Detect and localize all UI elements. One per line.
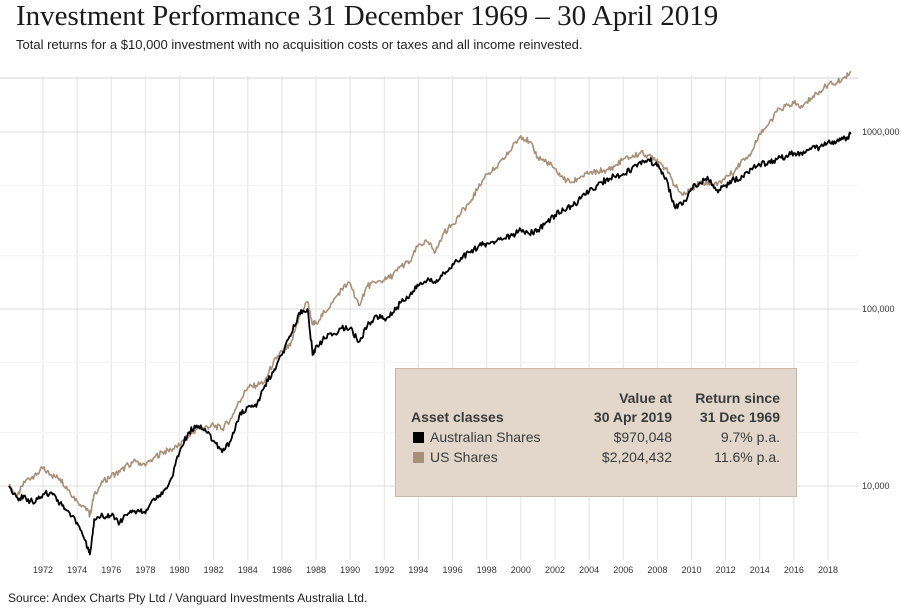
x-tick-label: 1986 xyxy=(272,565,292,575)
legend-row-name: Australian Shares xyxy=(430,429,541,445)
source-note: Source: Andex Charts Pty Ltd / Vanguard … xyxy=(8,591,368,605)
legend-row-name: US Shares xyxy=(430,449,498,465)
x-tick-label: 2000 xyxy=(511,565,531,575)
legend-header-asset-classes: Asset classes xyxy=(411,409,504,425)
x-tick-label: 1998 xyxy=(477,565,497,575)
x-tick-label: 1984 xyxy=(238,565,258,575)
legend-row-return: 11.6% p.a. xyxy=(714,449,780,465)
page-title: Investment Performance 31 December 1969 … xyxy=(16,0,719,32)
x-tick-label: 1972 xyxy=(33,565,53,575)
x-tick-label: 2004 xyxy=(579,565,599,575)
legend-header-return-line1: Return since xyxy=(695,390,780,406)
x-tick-label: 1982 xyxy=(204,565,224,575)
x-tick-label: 2002 xyxy=(545,565,565,575)
legend-table: Value at Return since Asset classes 30 A… xyxy=(395,368,797,497)
x-tick-label: 2010 xyxy=(681,565,701,575)
x-tick-label: 1974 xyxy=(67,565,87,575)
x-tick-label: 2012 xyxy=(716,565,736,575)
legend-swatch-us-shares xyxy=(413,452,424,463)
legend-row-return: 9.7% p.a. xyxy=(720,429,780,445)
series-line-australian-shares xyxy=(8,131,852,556)
chart-series xyxy=(8,70,852,556)
x-tick-label: 1988 xyxy=(306,565,326,575)
chart-axis-labels: 1972 1974 1976 1978 1980 1982 1984 1986 1988 1990… xyxy=(33,127,900,575)
y-tick-label: 1000,000 xyxy=(862,127,900,137)
x-tick-label: 1990 xyxy=(340,565,360,575)
legend-header-return-line2: 31 Dec 1969 xyxy=(699,409,780,425)
x-tick-label: 2008 xyxy=(647,565,667,575)
x-tick-label: 1980 xyxy=(170,565,190,575)
legend-swatch-australian-shares xyxy=(413,432,424,443)
legend-row-value: $970,048 xyxy=(613,429,672,445)
x-tick-label: 1976 xyxy=(101,565,121,575)
y-tick-label: 100,000 xyxy=(862,304,895,314)
x-tick-label: 1996 xyxy=(443,565,463,575)
legend-row-value: $2,204,432 xyxy=(601,449,672,465)
page-subtitle: Total returns for a $10,000 investment w… xyxy=(16,37,583,52)
x-tick-label: 2018 xyxy=(818,565,838,575)
y-tick-label: 10,000 xyxy=(862,481,890,491)
x-tick-label: 1978 xyxy=(135,565,155,575)
legend-header-value-line2: 30 Apr 2019 xyxy=(593,409,672,425)
x-tick-label: 2006 xyxy=(613,565,633,575)
x-tick-label: 2014 xyxy=(750,565,770,575)
x-tick-label: 1992 xyxy=(374,565,394,575)
legend-header-value-line1: Value at xyxy=(619,390,672,406)
x-tick-label: 2016 xyxy=(784,565,804,575)
series-line-us-shares xyxy=(8,70,852,518)
x-tick-label: 1994 xyxy=(408,565,428,575)
